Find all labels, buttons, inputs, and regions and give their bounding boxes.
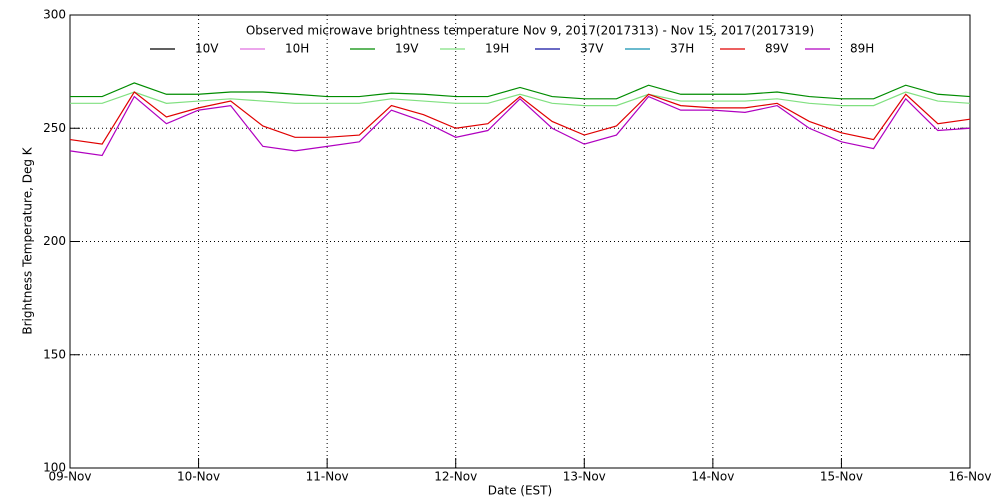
y-tick-label: 150 (43, 347, 66, 361)
legend-label: 89V (765, 42, 789, 56)
x-tick-label: 12-Nov (434, 470, 477, 484)
x-tick-label: 10-Nov (177, 470, 220, 484)
x-tick-label: 09-Nov (48, 470, 91, 484)
legend-label: 37H (670, 42, 694, 56)
series-line (70, 82, 971, 100)
legend-label: 37V (580, 42, 604, 56)
y-axis-label: Brightness Temperature, Deg K (21, 146, 35, 334)
legend-label: 19H (485, 42, 509, 56)
y-tick-label: 300 (43, 8, 66, 22)
series-line (70, 91, 971, 107)
plot-frame (69, 14, 971, 469)
x-tick-label: 15-Nov (820, 470, 863, 484)
series-line (69, 91, 971, 145)
chart-title: Observed microwave brightness temperatur… (246, 24, 814, 38)
x-tick-label: 16-Nov (948, 470, 991, 484)
y-tick-label: 200 (43, 234, 66, 248)
x-axis-label: Date (EST) (488, 484, 552, 498)
x-tick-label: 11-Nov (306, 470, 349, 484)
legend-label: 10H (285, 42, 309, 56)
legend-label: 10V (195, 42, 219, 56)
series-line (69, 95, 971, 157)
x-tick-label: 14-Nov (691, 470, 734, 484)
y-tick-label: 100 (43, 461, 66, 475)
legend-label: 19V (395, 42, 419, 56)
y-tick-label: 250 (43, 121, 66, 135)
legend-label: 89H (850, 42, 874, 56)
x-tick-label: 13-Nov (563, 470, 606, 484)
